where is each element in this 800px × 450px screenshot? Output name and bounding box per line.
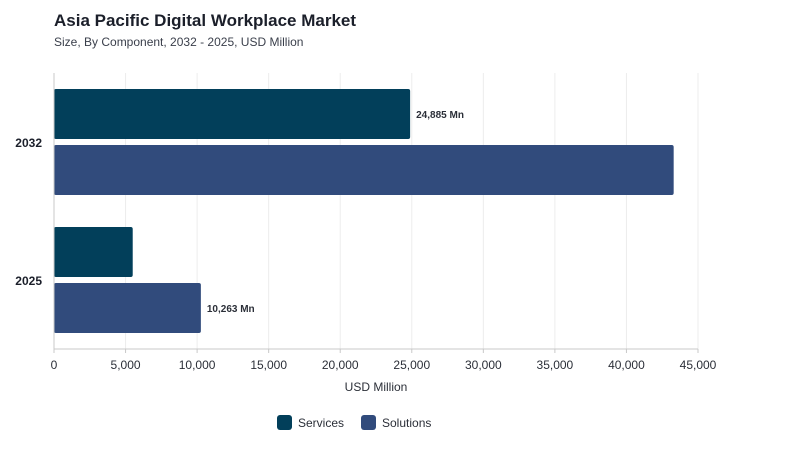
data-label: 24,885 Mn xyxy=(416,110,464,121)
x-tick-label: 45,000 xyxy=(680,358,717,372)
bar-services-2032 xyxy=(54,89,411,139)
legend-swatch-services xyxy=(277,415,292,430)
data-label: 10,263 Mn xyxy=(207,304,255,315)
legend-label-solutions: Solutions xyxy=(382,416,431,430)
category-label: 2025 xyxy=(15,274,42,288)
legend-label-services: Services xyxy=(298,416,344,430)
x-axis-title: USD Million xyxy=(345,380,408,394)
x-tick-label: 5,000 xyxy=(111,358,141,372)
x-tick-label: 15,000 xyxy=(250,358,287,372)
bar-services-2025 xyxy=(54,227,133,277)
x-tick-label: 20,000 xyxy=(322,358,359,372)
bar-solutions-2025 xyxy=(54,283,201,333)
chart-title: Asia Pacific Digital Workplace Market xyxy=(54,11,357,30)
chart-subtitle: Size, By Component, 2032 - 2025, USD Mil… xyxy=(54,35,304,49)
category-label: 2032 xyxy=(15,136,42,150)
legend-swatch-solutions xyxy=(361,415,376,430)
x-tick-label: 10,000 xyxy=(179,358,216,372)
x-tick-label: 30,000 xyxy=(465,358,502,372)
x-tick-label: 35,000 xyxy=(537,358,574,372)
x-tick-label: 25,000 xyxy=(393,358,430,372)
x-tick-label: 40,000 xyxy=(608,358,645,372)
x-tick-label: 0 xyxy=(51,358,58,372)
bar-solutions-2032 xyxy=(54,145,674,195)
